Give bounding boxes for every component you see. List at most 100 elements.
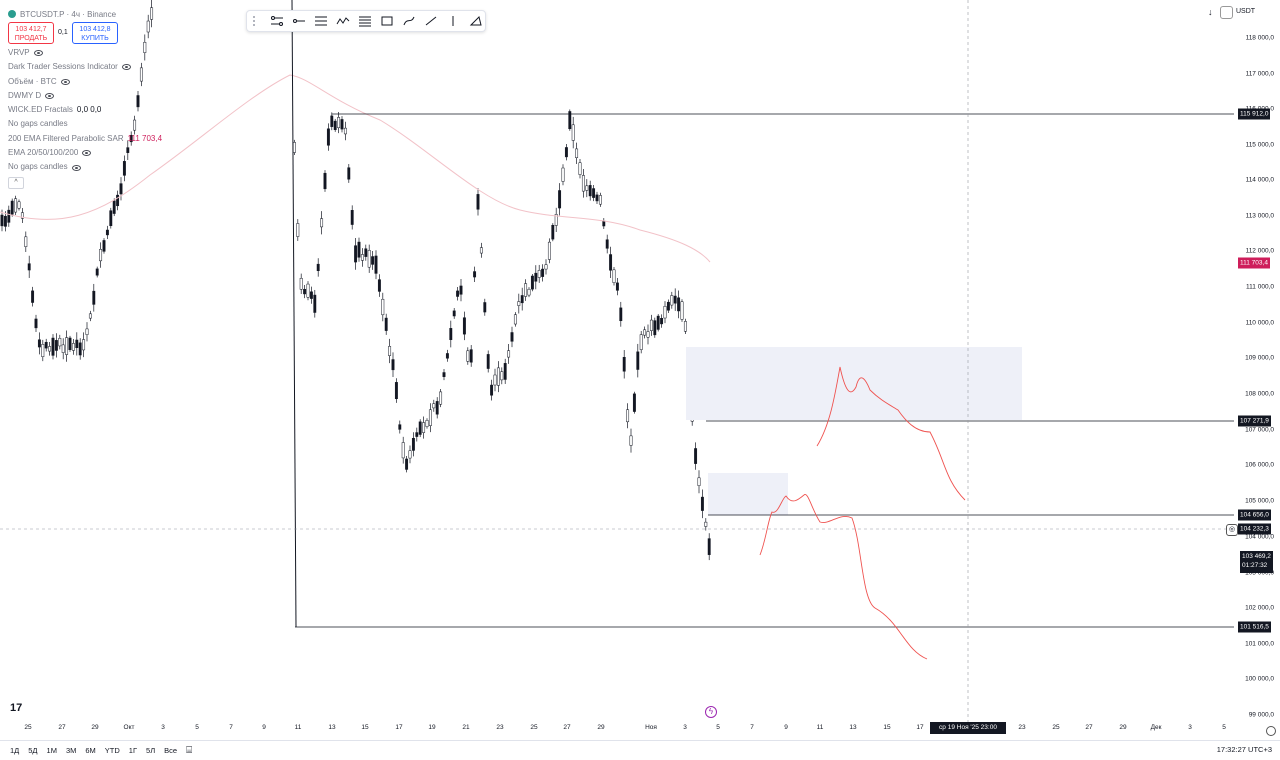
candle-body [694, 448, 698, 464]
price-label: 100 000,0 [1245, 675, 1274, 683]
timeframe-3m[interactable]: 3М [65, 746, 77, 755]
candle-body [41, 344, 45, 357]
time-label: 15 [883, 724, 891, 731]
price-label: 108 000,0 [1245, 390, 1274, 397]
timeframe-1y[interactable]: 1Г [128, 746, 138, 755]
time-label: 13 [328, 724, 336, 731]
horizontal-ray-icon[interactable] [290, 12, 309, 30]
sell-button[interactable]: 103 412,7 ПРОДАТЬ [8, 22, 54, 44]
settings-icon[interactable] [1266, 726, 1276, 736]
lock-icon[interactable] [1220, 6, 1233, 19]
level-bottom-tag[interactable]: 101 516,5 [1238, 621, 1271, 633]
eye-icon[interactable] [45, 93, 55, 100]
candle-body [486, 354, 490, 369]
eye-icon[interactable] [60, 78, 70, 85]
eye-icon[interactable] [33, 50, 43, 57]
trend-line-icon[interactable] [422, 12, 441, 30]
buy-button[interactable]: 103 412,8 КУПИТЬ [72, 22, 118, 44]
indicator-name: No gaps candles [8, 162, 68, 172]
indicator-row[interactable]: WICK.ED Fractals 0,0 0,0 [8, 103, 162, 117]
vertical-drawn-line[interactable] [291, 0, 297, 628]
trend-channel-icon[interactable] [268, 12, 287, 30]
candle-body [51, 337, 55, 356]
indicator-row[interactable]: EMA 20/50/100/200 [8, 146, 162, 160]
candle-body [0, 214, 4, 227]
timeframe-1m[interactable]: 1М [46, 746, 57, 755]
candle-body [496, 367, 500, 386]
lightning-icon[interactable]: ϟ [705, 706, 717, 718]
indicator-row[interactable]: DWMY D [8, 89, 162, 103]
clock[interactable]: 17:32:27 UTC+3 [1216, 745, 1272, 754]
price-label: 112 000,0 [1245, 247, 1274, 255]
time-axis[interactable]: 25 27 29 Окт 3 5 7 9 11 13 15 17 19 21 23 25 27 29 Ноя 3 5 7 9… [0, 722, 1234, 736]
indicator-row[interactable]: Объём · BTC [8, 75, 162, 89]
indicator-row[interactable]: No gaps candles [8, 117, 162, 131]
parallel-lines-icon[interactable] [356, 12, 375, 30]
level-mid-tag[interactable]: 107 271,9 [1238, 415, 1271, 427]
candle-body [394, 382, 398, 400]
candle-body [432, 403, 436, 409]
candle-body [649, 319, 653, 331]
timeframe-6m[interactable]: 6М [85, 746, 96, 755]
calendar-range-icon[interactable]: ⌸ [186, 745, 193, 756]
arrow-down-icon[interactable]: ↓ [1208, 7, 1213, 17]
collapse-legend-button[interactable]: ^ [8, 177, 24, 189]
supply-zone-lower[interactable] [708, 473, 788, 515]
candle-body [48, 346, 52, 352]
candle-body [561, 167, 565, 182]
indicator-name: WICK.ED Fractals [8, 105, 73, 115]
candle-body [643, 329, 647, 336]
indicator-row[interactable]: Dark Trader Sessions Indicator [8, 60, 162, 74]
timeframe-ytd[interactable]: YTD [104, 746, 120, 755]
candle-body [415, 432, 419, 437]
timeframe-5y[interactable]: 5Л [146, 746, 156, 755]
timeframe-all[interactable]: Все [164, 746, 178, 755]
indicator-row[interactable]: VRVP [8, 46, 162, 60]
candle-body [31, 290, 35, 303]
candle-body [615, 282, 619, 291]
indicator-name: No gaps candles [8, 119, 68, 129]
timeframe-1d[interactable]: 1Д [10, 746, 20, 755]
candle-body [343, 127, 347, 135]
level-high-tag[interactable]: 115 912,0 [1238, 108, 1271, 120]
path-icon[interactable] [334, 12, 353, 30]
eye-icon[interactable] [82, 150, 92, 157]
projection-path-lower[interactable] [759, 494, 928, 660]
candle-body [673, 295, 677, 304]
candle-body [517, 301, 521, 306]
level-low-tag[interactable]: 104 656,0 [1238, 509, 1271, 521]
price-axis[interactable]: 118 000,0 117 000,0 116 000,0 115 000,0 … [1234, 0, 1280, 740]
brush-icon[interactable] [400, 12, 419, 30]
projection-path-upper[interactable] [816, 366, 966, 501]
candle-body [313, 294, 317, 313]
tradingview-logo[interactable]: 17 [10, 702, 23, 714]
rectangle-icon[interactable] [378, 12, 397, 30]
candle-body [139, 67, 143, 82]
time-label: 3 [1188, 724, 1192, 731]
eye-icon[interactable] [71, 164, 81, 171]
measure-icon[interactable] [466, 12, 485, 30]
candle-body [65, 337, 69, 355]
eye-icon[interactable] [121, 64, 131, 71]
supply-zone-upper[interactable] [686, 347, 1022, 420]
symbol-title[interactable]: BTCUSDT.P · 4ч · Binance [20, 9, 117, 19]
candle-body [360, 254, 364, 261]
candle-body [605, 239, 609, 249]
drag-handle-icon[interactable] [253, 16, 261, 26]
candle-body [473, 271, 477, 278]
indicator-row[interactable]: No gaps candles [8, 160, 162, 174]
candle-body [299, 278, 303, 290]
fib-channel-icon[interactable] [312, 12, 331, 30]
vertical-line-icon[interactable] [444, 12, 463, 30]
candle-body [700, 496, 704, 511]
indicator-row[interactable]: 200 EMA Filtered Parabolic SAR 111 703,4 [8, 132, 162, 146]
indicator-name: VRVP [8, 48, 30, 57]
price-label: 99 000,0 [1248, 711, 1274, 719]
currency-selector[interactable]: USDT [1236, 8, 1256, 15]
timeframe-5d[interactable]: 5Д [28, 746, 38, 755]
candle-body [622, 357, 626, 372]
candle-body [354, 245, 358, 263]
crosshair-target-icon[interactable]: ◎ [1226, 524, 1238, 536]
candle-body [377, 279, 381, 292]
chart-area[interactable] [0, 0, 1234, 722]
